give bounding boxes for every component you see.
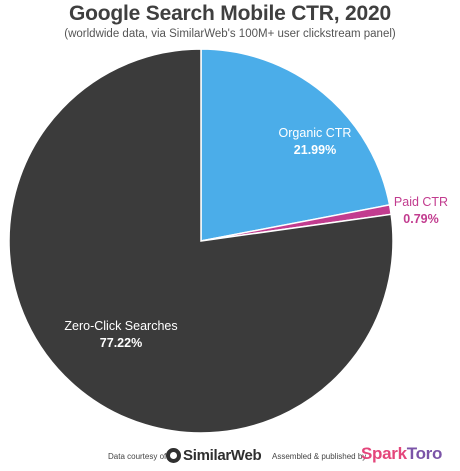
slice-value-zero-click-searches: 77.22% [100,336,142,350]
sparktoro-logo: Spark Toro [361,442,442,466]
slice-value-organic-ctr: 21.99% [294,143,336,157]
slice-label-organic-ctr: Organic CTR [279,126,352,140]
chart-title: Google Search Mobile CTR, 2020 [69,2,391,25]
similarweb-logo-text: SimilarWeb [183,446,262,464]
slice-label-paid-ctr: Paid CTR [394,195,448,209]
chart-subtitle: (worldwide data, via SimilarWeb's 100M+ … [64,28,396,40]
pie-slice-organic-ctr [200,48,391,242]
data-credit-text: Data courtesy of [108,452,167,461]
similarweb-logo: SimilarWeb [166,444,262,466]
published-credit-text: Assembled & published by [272,452,367,461]
sparktoro-logo-part1: Spark [361,444,407,463]
similarweb-logo-icon [166,447,181,463]
sparktoro-logo-part2: Toro [406,444,443,463]
slice-value-paid-ctr: 0.79% [403,212,438,226]
pie-slice-zero-click-searches [8,48,394,434]
slice-label-zero-click-searches: Zero-Click Searches [64,319,177,333]
footer: Data courtesy of SimilarWeb Assembled & … [0,440,460,470]
